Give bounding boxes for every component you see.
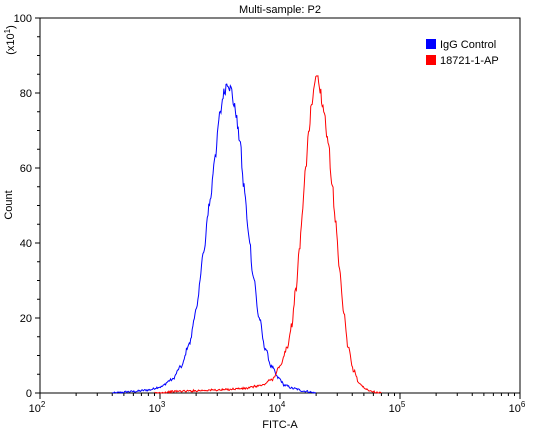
legend-swatch-18721-1-ap [426,55,436,65]
x-tick-exponent: 5 [401,400,406,409]
y-multiplier-exponent: 1 [3,28,12,33]
y-axis-multiplier: (x101) [3,25,17,55]
series-line-18721-1-ap [154,75,382,395]
y-axis-label: Count [3,190,15,219]
x-tick-exponent: 4 [281,400,286,409]
x-tick-base: 10 [509,403,521,415]
x-tick-exponent: 3 [161,400,166,409]
x-tick-base: 10 [149,403,161,415]
y-tick-label: 40 [20,238,32,250]
x-tick-exponent: 6 [521,400,526,409]
x-tick-base: 10 [269,403,281,415]
x-tick-label: 103 [149,400,166,415]
y-tick-label: 60 [20,163,32,175]
x-tick-exponent: 2 [41,400,46,409]
y-tick-label: 0 [26,388,32,400]
y-tick-label: 20 [20,313,32,325]
legend-swatch-igg-control [426,39,436,49]
legend: IgG Control 18721-1-AP [426,39,499,67]
x-tick-label: 104 [269,400,286,415]
series-layer [112,75,382,395]
series-line-igg-control [112,83,317,394]
x-axis-label: FITC-A [262,419,298,431]
y-multiplier-text: (x10 [5,33,17,54]
y-multiplier-close: ) [5,25,17,29]
x-tick-label: 106 [509,400,526,415]
x-axis-ticks: 102 103 104 105 106 [29,393,526,415]
legend-label-18721-1-ap: 18721-1-AP [440,55,499,67]
chart-title: Multi-sample: P2 [239,4,321,16]
x-tick-base: 10 [29,403,41,415]
x-tick-base: 10 [389,403,401,415]
x-tick-label: 102 [29,400,46,415]
plot-area-frame [39,17,521,394]
legend-label-igg-control: IgG Control [440,39,496,51]
x-tick-label: 105 [389,400,406,415]
y-axis-ticks: 0 20 40 60 80 100 [14,13,40,400]
y-tick-label: 80 [20,88,32,100]
y-tick-label: 100 [14,13,32,25]
